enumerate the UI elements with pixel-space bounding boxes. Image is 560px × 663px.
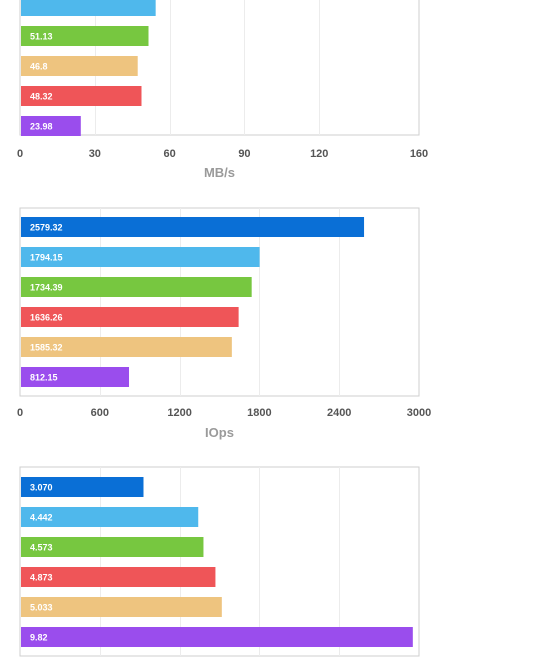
throughput-tick-label: 160: [410, 148, 428, 160]
iops-bar: [21, 367, 130, 387]
throughput-bar: [21, 116, 81, 136]
latency-bar: [21, 567, 216, 587]
iops-plot-area: [19, 207, 420, 397]
throughput-bar: [21, 26, 149, 46]
iops-bar: [21, 307, 239, 327]
throughput-tick-label: 30: [89, 148, 101, 160]
iops-tick-label: 0: [17, 407, 23, 419]
iops-bar: [21, 217, 365, 237]
iops-bar: [21, 277, 252, 297]
iops-bar-label: 2579.32: [30, 223, 63, 233]
iops-tick-label: 600: [91, 407, 109, 419]
chart-throughput: 51.13 46.8 48.32 23.98 0 30 60 90 120 160 MB/s: [0, 0, 560, 190]
throughput-axis-title: MB/s: [204, 165, 235, 180]
throughput-tick-label: 90: [238, 148, 250, 160]
throughput-tick-label: 120: [310, 148, 328, 160]
iops-bar: [21, 337, 232, 357]
iops-bar-label: 1734.39: [30, 283, 63, 293]
latency-bar-label: 9.82: [30, 633, 48, 643]
throughput-tick-label: 60: [164, 148, 176, 160]
chart-iops-svg: 2579.32 1794.15 1734.39 1636.26 1585.32 812.1…: [17, 207, 431, 440]
latency-bar: [21, 627, 413, 647]
latency-bar: [21, 597, 222, 617]
iops-tick-label: 3000: [407, 407, 431, 419]
latency-bar-label: 4.442: [30, 513, 53, 523]
latency-bar: [21, 537, 204, 557]
iops-tick-label: 2400: [327, 407, 351, 419]
throughput-bar-label: 23.98: [30, 122, 53, 132]
iops-tick-label: 1800: [247, 407, 271, 419]
iops-axis-title: IOps: [205, 425, 234, 440]
latency-bar-label: 4.573: [30, 543, 53, 553]
iops-bar-label: 1794.15: [30, 253, 63, 263]
throughput-bar-label: 46.8: [30, 62, 48, 72]
latency-bar-label: 5.033: [30, 603, 53, 613]
throughput-tick-label: 0: [17, 148, 23, 160]
latency-bar-label: 4.873: [30, 573, 53, 583]
latency-bar: [21, 477, 144, 497]
iops-tick-label: 1200: [167, 407, 191, 419]
iops-bar-label: 812.15: [30, 373, 58, 383]
latency-plot-area: [19, 466, 420, 657]
iops-bar: [21, 247, 260, 267]
iops-bar-label: 1585.32: [30, 343, 63, 353]
throughput-bar: [21, 0, 156, 16]
throughput-bar-label: 51.13: [30, 32, 53, 42]
throughput-bar: [21, 86, 142, 106]
latency-bar-label: 3.070: [30, 483, 53, 493]
latency-bar: [21, 507, 199, 527]
chart-throughput-svg: 51.13 46.8 48.32 23.98 0 30 60 90 120 160 MB/s: [17, 0, 428, 180]
chart-iops: 2579.32 1794.15 1734.39 1636.26 1585.32 812.1…: [17, 207, 431, 440]
iops-bar-label: 1636.26: [30, 313, 63, 323]
throughput-bar: [21, 56, 138, 76]
throughput-bar-label: 48.32: [30, 92, 53, 102]
